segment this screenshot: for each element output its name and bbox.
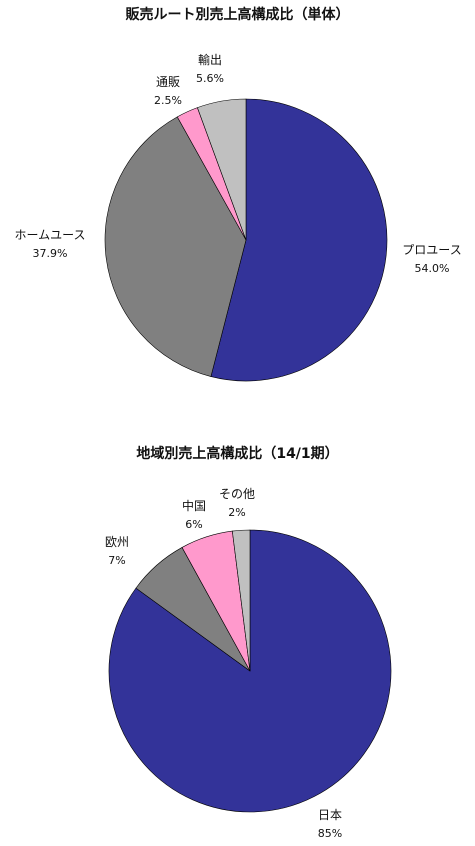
pie-chart-sales-route: プロユース 54.0% ホームユース 37.9% 通販 2.5% 輸出 5.6% bbox=[14, 52, 462, 382]
pie-slice-pro-use bbox=[210, 98, 388, 382]
slice-label-china: 中国 bbox=[182, 498, 206, 513]
slice-value-japan: 85% bbox=[318, 827, 342, 840]
slice-label-other: その他 bbox=[219, 487, 255, 501]
slice-label-export: 輸出 bbox=[198, 52, 222, 67]
pie-chart-region: 日本 85% 欧州 7% 中国 6% その他 2% bbox=[105, 487, 392, 840]
slice-value-export: 5.6% bbox=[196, 72, 224, 85]
pie-slice-export bbox=[197, 98, 247, 241]
slice-value-home-use: 37.9% bbox=[33, 247, 68, 260]
slice-value-china: 6% bbox=[185, 518, 202, 531]
slice-value-mail-order: 2.5% bbox=[154, 94, 182, 107]
slice-label-pro-use: プロユース bbox=[402, 243, 461, 257]
slice-value-europe: 7% bbox=[108, 554, 125, 567]
chart-title-region: 地域別売上高構成比（14/1期） bbox=[136, 446, 339, 462]
chart-title-sales-route: 販売ルート別売上高構成比（単体） bbox=[125, 7, 350, 23]
slice-value-other: 2% bbox=[228, 506, 245, 519]
slice-value-pro-use: 54.0% bbox=[415, 262, 450, 275]
slice-label-europe: 欧州 bbox=[105, 535, 129, 549]
slice-label-mail-order: 通販 bbox=[156, 75, 180, 89]
slice-label-japan: 日本 bbox=[318, 808, 342, 822]
pie-slice-home-use bbox=[104, 116, 247, 377]
slice-label-home-use: ホームユース bbox=[14, 228, 85, 242]
pie-slice-other bbox=[231, 529, 251, 672]
